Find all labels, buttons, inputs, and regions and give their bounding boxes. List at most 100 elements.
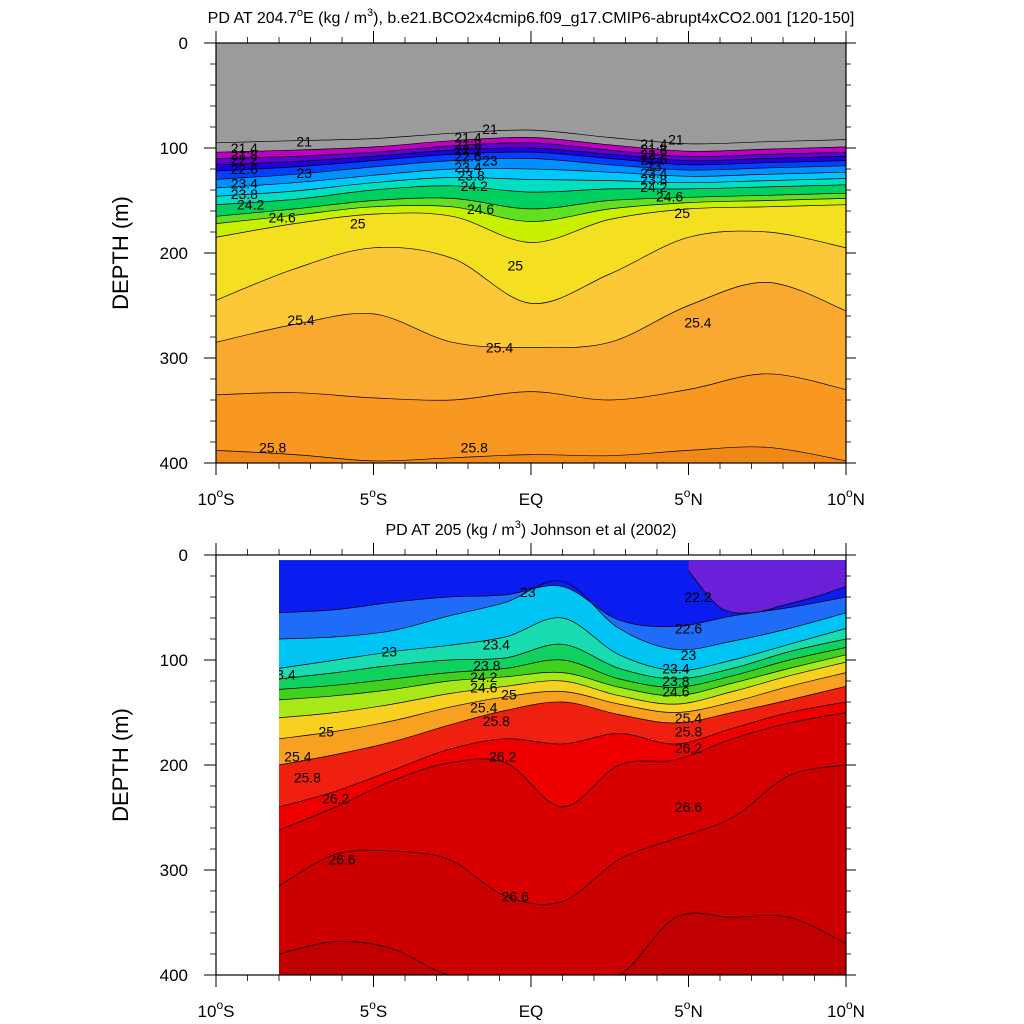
contour-label: 21 bbox=[296, 134, 312, 150]
contour-line-23.8 bbox=[216, 176, 846, 197]
y-tick-label: 300 bbox=[160, 349, 188, 368]
contour-label: 25 bbox=[350, 216, 366, 232]
y-tick-label: 300 bbox=[160, 861, 188, 880]
contour-line-25.6 bbox=[216, 373, 846, 401]
contour-label: 24.2 bbox=[461, 178, 488, 194]
contour-label: 21.4 bbox=[231, 140, 258, 156]
contour-line-23.8 bbox=[279, 638, 846, 680]
contour-label: 25.4 bbox=[675, 710, 702, 726]
y-axis-label: DEPTH (m) bbox=[108, 196, 133, 310]
contour-label: 22.6 bbox=[231, 161, 258, 177]
contour-line-24.8 bbox=[216, 198, 846, 224]
contour-label: 21.8 bbox=[231, 146, 258, 162]
contour-line-25.4 bbox=[279, 672, 846, 740]
contour-label: 21.4 bbox=[454, 130, 481, 146]
contour-line-22.6 bbox=[279, 585, 846, 628]
contour-label: 25 bbox=[318, 723, 334, 739]
contour-label: 26.6 bbox=[502, 888, 529, 904]
contour-label: 25.8 bbox=[675, 723, 702, 739]
contour-label: 24.6 bbox=[269, 209, 296, 225]
contour-label: 23.8 bbox=[640, 172, 667, 188]
contour-line-25 bbox=[279, 661, 846, 719]
contour-label: 22.6 bbox=[675, 621, 702, 637]
contour-label: 23 bbox=[381, 644, 397, 660]
contour-label: 23.4 bbox=[269, 667, 296, 683]
contour-line-26.4 bbox=[279, 712, 846, 831]
contour-label: 21.4 bbox=[640, 136, 667, 152]
contour-line-26.8 bbox=[279, 912, 846, 975]
contour-line-23.4 bbox=[279, 617, 846, 671]
contour-label: 26.6 bbox=[328, 852, 355, 868]
contour-line-24.6 bbox=[216, 192, 846, 217]
contour-label: 24.2 bbox=[470, 669, 497, 685]
x-tick-label: 10oS bbox=[198, 998, 235, 1021]
contour-label: 26.2 bbox=[489, 749, 516, 765]
contour-line-22.2 bbox=[216, 147, 846, 166]
contour-label: 24.6 bbox=[467, 201, 494, 217]
chart-title: PD AT 204.7oE (kg / m3), b.e21.BCO2x4cmi… bbox=[208, 7, 855, 27]
contour-label: 24.2 bbox=[640, 179, 667, 195]
contour-label: 23.8 bbox=[231, 186, 258, 202]
contour-label: 23 bbox=[681, 647, 697, 663]
contour-label: 23 bbox=[482, 153, 498, 169]
contour-label: 24.6 bbox=[662, 684, 689, 700]
contour-label: 21 bbox=[482, 121, 498, 137]
contour-label: 23.8 bbox=[662, 673, 689, 689]
contour-label: 25.4 bbox=[287, 312, 314, 328]
contour-label: 25.4 bbox=[284, 749, 311, 765]
contour-label: 25.8 bbox=[483, 713, 510, 729]
x-tick-label: EQ bbox=[519, 490, 544, 509]
contour-label: 25.8 bbox=[461, 439, 488, 455]
contour-label: 21.8 bbox=[640, 141, 667, 157]
contour-line-22.6 bbox=[216, 151, 846, 172]
x-tick-label: 10oN bbox=[827, 486, 865, 509]
contour-label: 25.4 bbox=[684, 314, 711, 330]
contour-line-23.4 bbox=[216, 168, 846, 189]
contour-line-25 bbox=[216, 204, 846, 243]
x-tick-label: 5oS bbox=[360, 486, 388, 509]
y-axis-label: DEPTH (m) bbox=[108, 708, 133, 822]
contour-line-23 bbox=[216, 157, 846, 180]
contour-label: 25 bbox=[674, 205, 690, 221]
contour-label: 25.4 bbox=[486, 340, 513, 356]
y-tick-label: 100 bbox=[160, 139, 188, 158]
x-tick-label: 5oS bbox=[360, 998, 388, 1021]
y-tick-label: 200 bbox=[160, 244, 188, 263]
contour-label: 25.8 bbox=[259, 439, 286, 455]
x-tick-label: 10oN bbox=[827, 998, 865, 1021]
contour-label: 21.8 bbox=[454, 136, 481, 152]
contour-label: 22.2 bbox=[454, 142, 481, 158]
contour-label: 23.4 bbox=[454, 159, 481, 175]
contour-label: 23 bbox=[646, 158, 662, 174]
contour-line-25.8 bbox=[279, 685, 846, 766]
contour-label: 24.2 bbox=[237, 197, 264, 213]
chart-title: PD AT 205 (kg / m3) Johnson et al (2002) bbox=[385, 519, 676, 539]
contour-label: 26.2 bbox=[675, 740, 702, 756]
x-tick-label: 5oN bbox=[674, 486, 702, 509]
y-tick-label: 0 bbox=[179, 34, 188, 53]
contour-label: 23.4 bbox=[483, 636, 510, 652]
contour-label: 23.4 bbox=[231, 176, 258, 192]
contour-line-24.6 bbox=[279, 654, 846, 701]
contour-label: 22.6 bbox=[640, 152, 667, 168]
y-tick-label: 400 bbox=[160, 966, 188, 985]
contour-line-26.2 bbox=[279, 701, 846, 808]
contour-line-24.2 bbox=[279, 647, 846, 690]
contour-line-24.2 bbox=[216, 184, 846, 206]
contour-fill-22.2 bbox=[688, 560, 846, 614]
contour-label: 22.2 bbox=[231, 152, 258, 168]
y-tick-label: 200 bbox=[160, 756, 188, 775]
contour-line-22.2 bbox=[688, 570, 846, 614]
contour-line-25.2 bbox=[216, 230, 846, 304]
contour-label: 24.6 bbox=[470, 679, 497, 695]
contour-line-26.6 bbox=[279, 764, 846, 905]
x-tick-label: 10oS bbox=[198, 486, 235, 509]
contour-label: 26.6 bbox=[675, 799, 702, 815]
contour-line-25.8 bbox=[216, 446, 846, 462]
contour-line-21 bbox=[216, 129, 846, 145]
x-tick-label: EQ bbox=[519, 1002, 544, 1021]
contour-label: 22.6 bbox=[454, 148, 481, 164]
